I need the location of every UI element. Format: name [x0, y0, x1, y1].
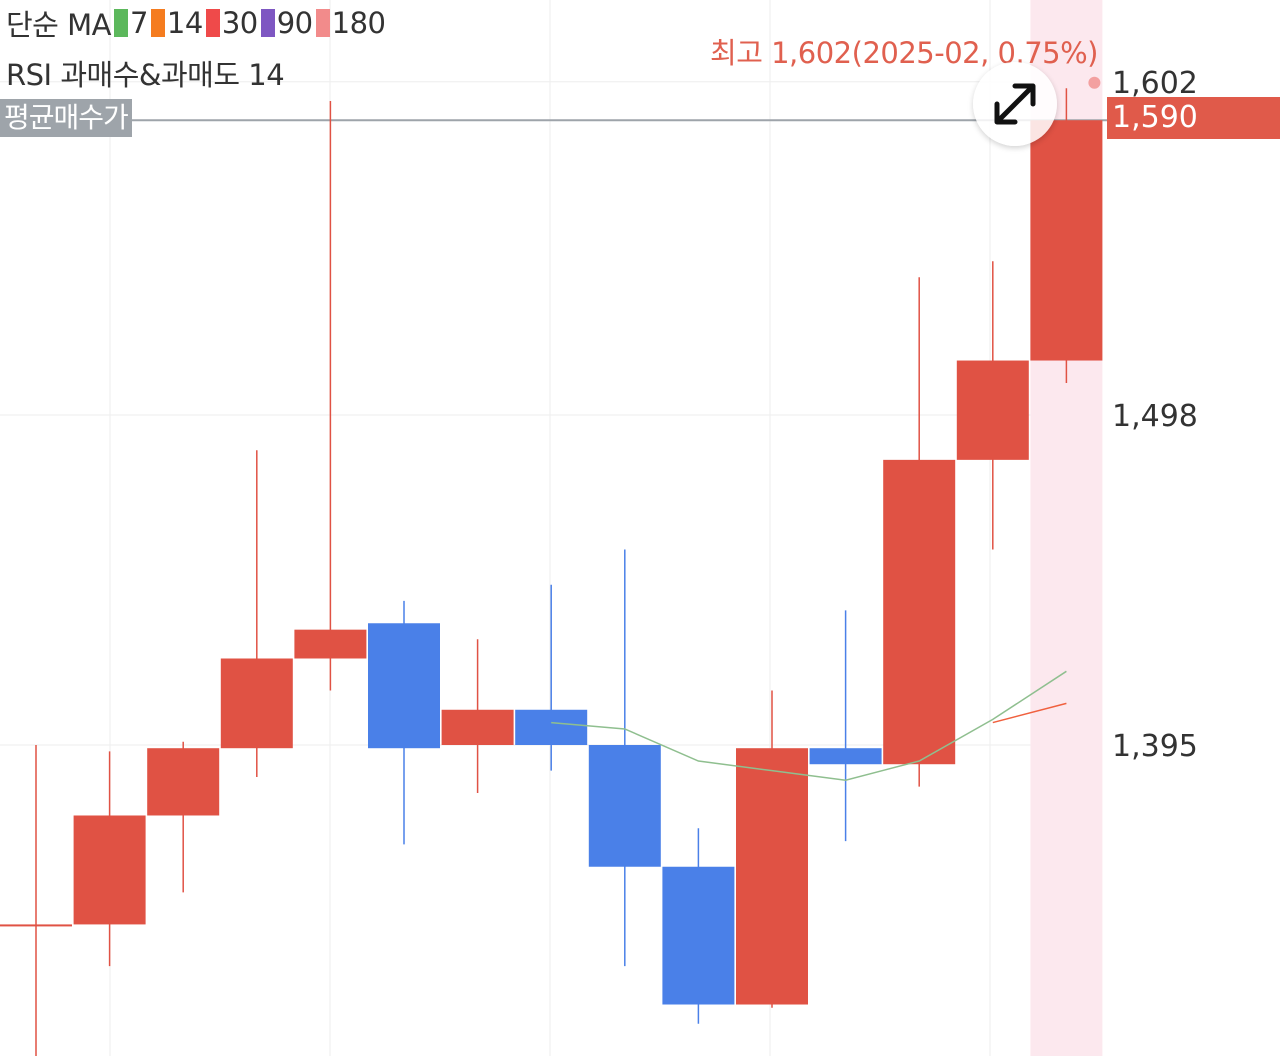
ma7-line	[551, 670, 1067, 782]
candle-10	[736, 690, 808, 1008]
ma-legend-prefix: 단순 MA	[6, 8, 111, 42]
candle-1	[73, 751, 146, 967]
candle-body-0	[0, 924, 72, 927]
candle-5	[368, 600, 440, 845]
high-marker	[1088, 76, 1101, 89]
candle-12	[883, 277, 956, 787]
candle-11	[809, 610, 882, 842]
candle-0	[0, 745, 72, 1056]
candle-body-2	[147, 748, 220, 816]
candle-body-5	[368, 623, 440, 749]
ma90-swatch	[260, 9, 275, 37]
ma90-label: 90	[276, 6, 313, 40]
candle-2	[147, 741, 220, 893]
ma-legend[interactable]: 단순 MA 7 14 30 90 180	[6, 2, 386, 44]
y-tick-label-0: 1,602	[1112, 66, 1198, 101]
candle-body-9	[662, 866, 735, 1005]
ma180-swatch	[315, 9, 330, 37]
ma180-label: 180	[331, 6, 386, 40]
rsi-indicator-label[interactable]: RSI 과매수&과매도 14	[6, 58, 285, 92]
candle-body-4	[294, 629, 367, 659]
candle-13	[956, 261, 1029, 550]
average-price-label: 평균매수가	[0, 99, 132, 137]
candle-7	[515, 584, 588, 771]
y-tick-label-2: 1,395	[1112, 729, 1198, 764]
expand-arrows-icon	[994, 83, 1036, 125]
y-axis-labels: 1,602 1,498 1,395	[1112, 66, 1198, 764]
ma14-line	[992, 702, 1067, 724]
ma30-label: 30	[221, 6, 258, 40]
candle-body-11	[809, 748, 882, 765]
candle-body-10	[736, 748, 808, 1005]
candle-body-3	[220, 658, 293, 749]
candle-body-12	[883, 459, 956, 765]
ma7-swatch	[113, 9, 128, 37]
candle-9	[662, 828, 735, 1024]
ma14-swatch	[150, 9, 165, 37]
candle-body-13	[956, 360, 1029, 460]
ma14-label: 14	[166, 6, 203, 40]
expand-chart-button[interactable]	[973, 62, 1057, 146]
candle-8	[588, 549, 661, 967]
candles	[0, 88, 1103, 1056]
candle-4	[294, 101, 367, 691]
ma30-swatch	[205, 9, 220, 37]
candle-body-1	[73, 815, 146, 925]
candle-body-8	[588, 745, 661, 867]
y-tick-label-1: 1,498	[1112, 399, 1198, 434]
candle-3	[220, 450, 293, 778]
candle-body-6	[441, 709, 514, 745]
candle-14	[1030, 88, 1103, 383]
high-price-label: 최고 1,602(2025-02, 0.75%)	[710, 36, 1098, 70]
ma7-label: 7	[129, 6, 148, 40]
current-price-tag: 1,590	[1107, 97, 1280, 139]
candle-6	[441, 639, 514, 794]
candle-body-7	[515, 709, 588, 745]
candle-body-14	[1030, 120, 1103, 361]
